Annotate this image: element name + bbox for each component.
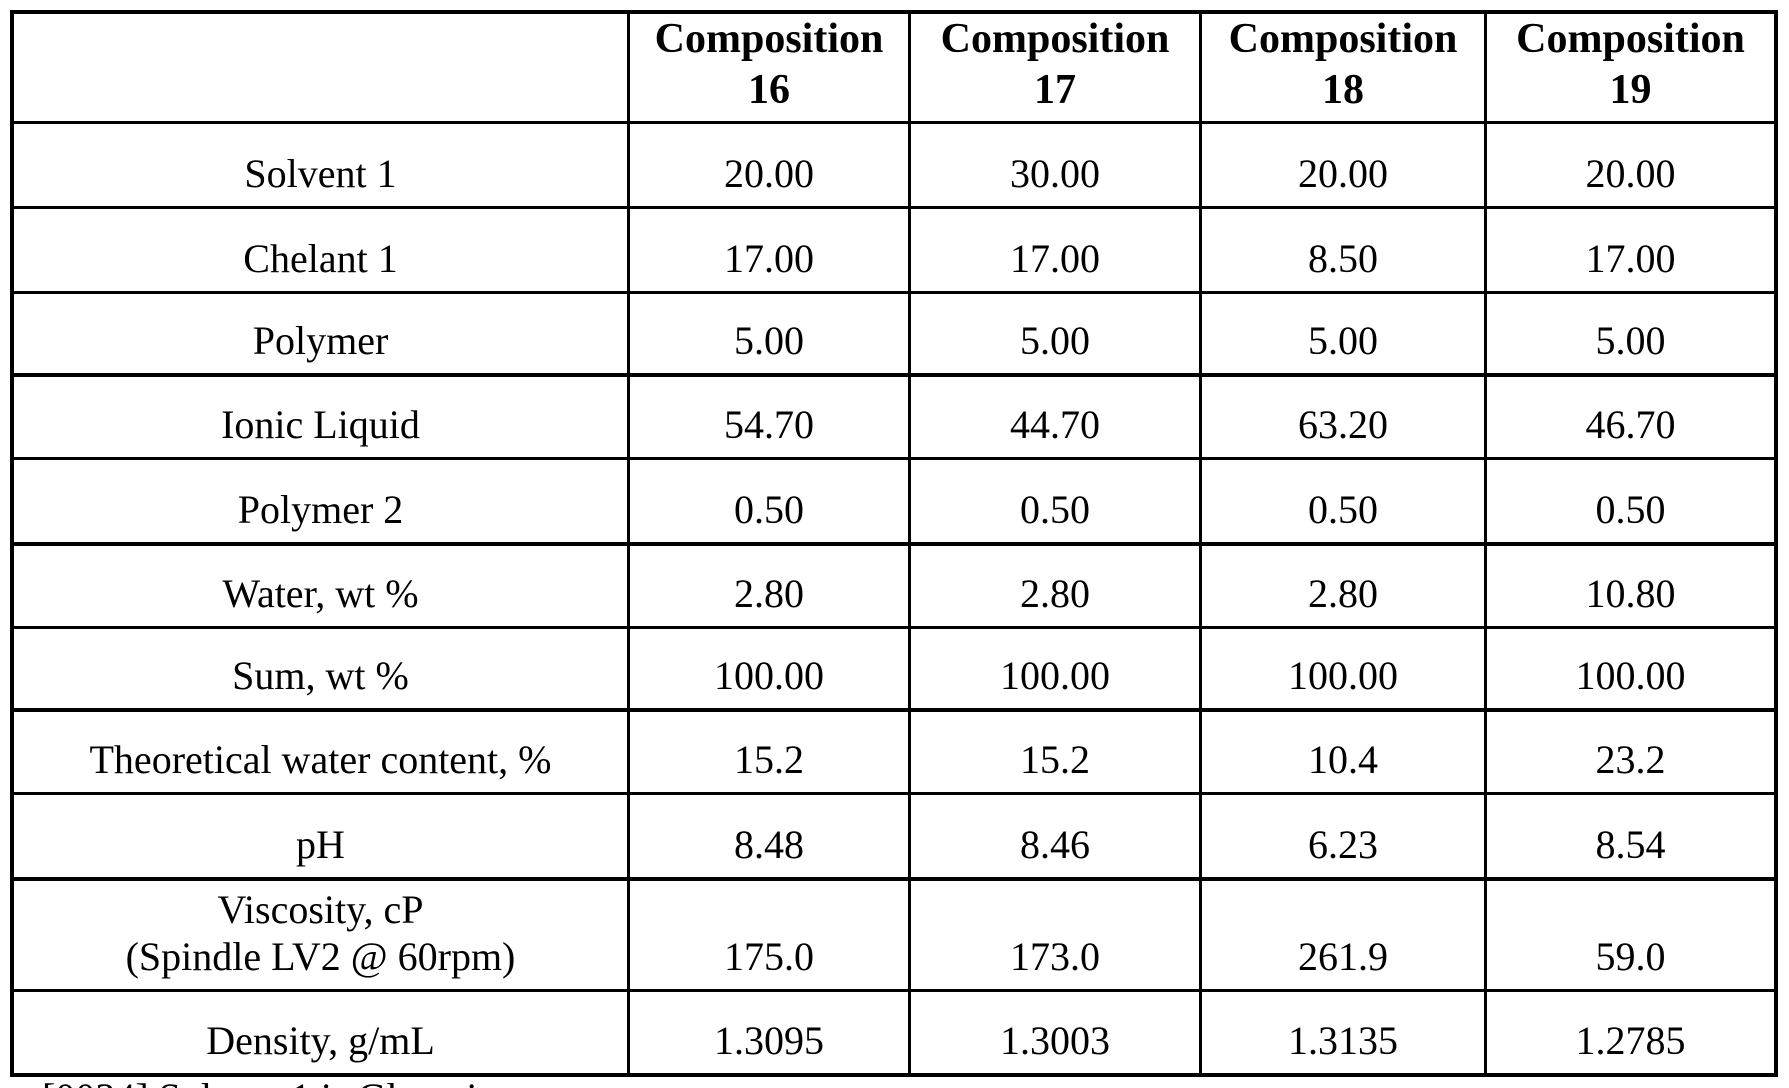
column-header-line2: 19 — [1609, 66, 1652, 113]
value-cell: 15.2 — [911, 712, 1202, 795]
column-header-line1: Composition — [1516, 16, 1745, 63]
value-cell: 5.00 — [1487, 294, 1778, 377]
value-cell: 20.00 — [630, 124, 911, 209]
value-cell: 100.00 — [1487, 629, 1778, 712]
value-cell: 17.00 — [911, 209, 1202, 294]
value-cell: 23.2 — [1487, 712, 1778, 795]
row-label: Viscosity, cP (Spindle LV2 @ 60rpm) — [14, 881, 630, 992]
value-cell: 0.50 — [1487, 460, 1778, 546]
table-row-water-wt: Water, wt % 2.80 2.80 2.80 10.80 — [14, 546, 1778, 629]
row-label: Ionic Liquid — [14, 377, 630, 460]
value-cell: 8.54 — [1487, 795, 1778, 881]
table-row-sum-wt: Sum, wt % 100.00 100.00 100.00 100.00 — [14, 629, 1778, 712]
value-cell: 5.00 — [1202, 294, 1487, 377]
column-header-composition-19: Composition 19 — [1487, 14, 1778, 124]
value-cell: 20.00 — [1487, 124, 1778, 209]
column-header-line1: Composition — [1228, 16, 1458, 63]
value-cell: 8.46 — [911, 795, 1202, 881]
value-cell: 44.70 — [911, 377, 1202, 460]
row-label: Density, g/mL — [14, 992, 630, 1077]
row-label: pH — [14, 795, 630, 881]
value-cell: 1.2785 — [1487, 992, 1778, 1077]
column-header-line2: 17 — [1034, 66, 1076, 113]
column-header-composition-16: Composition 16 — [630, 14, 911, 124]
table-row-solvent-1: Solvent 1 20.00 30.00 20.00 20.00 — [14, 124, 1778, 209]
value-cell: 5.00 — [630, 294, 911, 377]
value-cell: 2.80 — [630, 546, 911, 629]
corner-cell — [14, 14, 630, 124]
row-label: Polymer 2 — [14, 460, 630, 546]
row-label: Solvent 1 — [14, 124, 630, 209]
value-cell: 100.00 — [630, 629, 911, 712]
table-row-ph: pH 8.48 8.46 6.23 8.54 — [14, 795, 1778, 881]
value-cell: 175.0 — [630, 881, 911, 992]
value-cell: 15.2 — [630, 712, 911, 795]
value-cell: 17.00 — [1487, 209, 1778, 294]
table-row-polymer-2: Polymer 2 0.50 0.50 0.50 0.50 — [14, 460, 1778, 546]
value-cell: 8.48 — [630, 795, 911, 881]
row-label-line2: (Spindle LV2 @ 60rpm) — [125, 933, 516, 979]
value-cell: 46.70 — [1487, 377, 1778, 460]
clipped-paragraph-text: [0034] Solvent 1 is Glycerin — [42, 1074, 498, 1088]
value-cell: 8.50 — [1202, 209, 1487, 294]
table-row-polymer: Polymer 5.00 5.00 5.00 5.00 — [14, 294, 1778, 377]
value-cell: 1.3135 — [1202, 992, 1487, 1077]
row-label: Theoretical water content, % — [14, 712, 630, 795]
value-cell: 2.80 — [911, 546, 1202, 629]
row-label: Chelant 1 — [14, 209, 630, 294]
table-row-ionic-liquid: Ionic Liquid 54.70 44.70 63.20 46.70 — [14, 377, 1778, 460]
value-cell: 1.3095 — [630, 992, 911, 1077]
value-cell: 17.00 — [630, 209, 911, 294]
value-cell: 54.70 — [630, 377, 911, 460]
value-cell: 20.00 — [1202, 124, 1487, 209]
row-label: Sum, wt % — [14, 629, 630, 712]
row-label: Polymer — [14, 294, 630, 377]
column-header-composition-18: Composition 18 — [1202, 14, 1487, 124]
row-label-line1: Viscosity, cP — [217, 886, 424, 932]
composition-table: Composition 16 Composition 17 Compositio… — [10, 10, 1778, 1077]
value-cell: 10.80 — [1487, 546, 1778, 629]
value-cell: 10.4 — [1202, 712, 1487, 795]
table-row-viscosity: Viscosity, cP (Spindle LV2 @ 60rpm) 175.… — [14, 881, 1778, 992]
value-cell: 100.00 — [911, 629, 1202, 712]
table-row-density: Density, g/mL 1.3095 1.3003 1.3135 1.278… — [14, 992, 1778, 1077]
column-header-composition-17: Composition 17 — [911, 14, 1202, 124]
value-cell: 1.3003 — [911, 992, 1202, 1077]
column-header-line2: 16 — [748, 66, 790, 113]
value-cell: 0.50 — [1202, 460, 1487, 546]
column-header-line1: Composition — [940, 16, 1170, 63]
column-header-line2: 18 — [1322, 66, 1364, 113]
value-cell: 261.9 — [1202, 881, 1487, 992]
table-row-chelant-1: Chelant 1 17.00 17.00 8.50 17.00 — [14, 209, 1778, 294]
value-cell: 0.50 — [911, 460, 1202, 546]
value-cell: 2.80 — [1202, 546, 1487, 629]
value-cell: 6.23 — [1202, 795, 1487, 881]
column-header-line1: Composition — [654, 16, 884, 63]
value-cell: 0.50 — [630, 460, 911, 546]
value-cell: 30.00 — [911, 124, 1202, 209]
value-cell: 100.00 — [1202, 629, 1487, 712]
value-cell: 63.20 — [1202, 377, 1487, 460]
table-row-theoretical-water-content: Theoretical water content, % 15.2 15.2 1… — [14, 712, 1778, 795]
row-label: Water, wt % — [14, 546, 630, 629]
value-cell: 59.0 — [1487, 881, 1778, 992]
value-cell: 173.0 — [911, 881, 1202, 992]
header-row: Composition 16 Composition 17 Compositio… — [14, 14, 1778, 124]
value-cell: 5.00 — [911, 294, 1202, 377]
